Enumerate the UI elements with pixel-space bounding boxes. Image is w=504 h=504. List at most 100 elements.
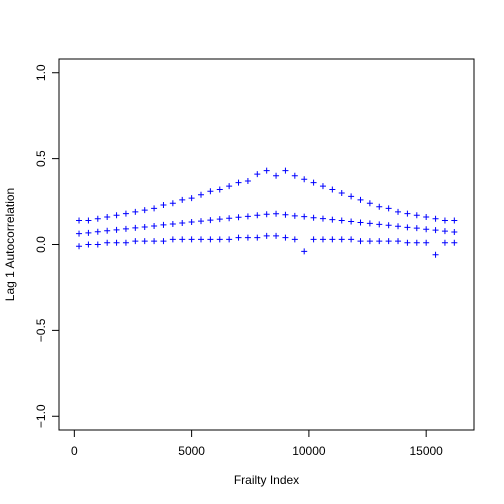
point [310, 214, 317, 221]
point [366, 220, 373, 227]
point [376, 221, 383, 228]
point [141, 207, 148, 214]
point [85, 241, 92, 248]
point [85, 229, 92, 236]
point [216, 216, 223, 223]
point [432, 215, 439, 222]
point [85, 217, 92, 224]
point [423, 239, 430, 246]
point [254, 234, 261, 241]
point [188, 195, 195, 202]
point [76, 217, 83, 224]
point [113, 239, 120, 246]
x-tick-label: 10000 [292, 444, 326, 458]
point [329, 216, 336, 223]
point [357, 238, 364, 245]
point [94, 215, 101, 222]
point [188, 236, 195, 243]
point [169, 236, 176, 243]
point [291, 172, 298, 179]
point [441, 228, 448, 235]
point [235, 234, 242, 241]
point [385, 238, 392, 245]
point [338, 236, 345, 243]
point [273, 172, 280, 179]
point [132, 238, 139, 245]
point [291, 236, 298, 243]
point [207, 188, 214, 195]
plot-frame [58, 58, 475, 431]
point [263, 167, 270, 174]
point [104, 214, 111, 221]
point [432, 251, 439, 258]
x-tick-label: 15000 [409, 444, 443, 458]
point [141, 238, 148, 245]
point [226, 183, 233, 190]
point [254, 171, 261, 178]
point [151, 205, 158, 212]
point [179, 236, 186, 243]
point [263, 211, 270, 218]
point [441, 217, 448, 224]
point [376, 238, 383, 245]
point [76, 243, 83, 250]
point [395, 223, 402, 230]
point [235, 179, 242, 186]
point [301, 213, 308, 220]
point [94, 241, 101, 248]
point [357, 219, 364, 226]
point [104, 227, 111, 234]
point [188, 219, 195, 225]
y-tick-label: −1.0 [34, 404, 48, 428]
point [169, 200, 176, 207]
point [348, 193, 355, 200]
point [329, 236, 336, 243]
point [160, 221, 167, 228]
point [385, 205, 392, 212]
y-tick-label: 0.5 [34, 150, 48, 167]
point [122, 210, 129, 217]
point [423, 214, 430, 221]
point [366, 238, 373, 245]
point [113, 212, 120, 219]
point [319, 236, 326, 243]
point [366, 200, 373, 207]
point [301, 248, 308, 255]
point [76, 230, 83, 237]
point [348, 236, 355, 243]
point [395, 208, 402, 215]
point [348, 218, 355, 225]
point [338, 189, 345, 196]
point [451, 239, 458, 246]
point [413, 212, 420, 219]
point [207, 236, 214, 243]
point [441, 239, 448, 246]
point [451, 217, 458, 224]
point [94, 228, 101, 235]
point [404, 239, 411, 246]
point [310, 179, 317, 186]
point [169, 221, 176, 228]
point [273, 210, 280, 217]
point [404, 210, 411, 217]
point [151, 238, 158, 245]
point [357, 196, 364, 203]
point [244, 213, 251, 220]
point [263, 232, 270, 239]
point [207, 217, 214, 224]
point [282, 234, 289, 241]
point [132, 208, 139, 215]
point [141, 223, 148, 230]
x-tick-label: 0 [71, 444, 78, 458]
point [423, 226, 430, 233]
x-axis-label: Frailty Index [234, 473, 299, 487]
point [319, 215, 326, 222]
point [376, 203, 383, 210]
point [132, 224, 139, 231]
point [122, 239, 129, 246]
point [413, 239, 420, 246]
point [282, 211, 289, 218]
point [254, 212, 261, 219]
point [244, 234, 251, 241]
